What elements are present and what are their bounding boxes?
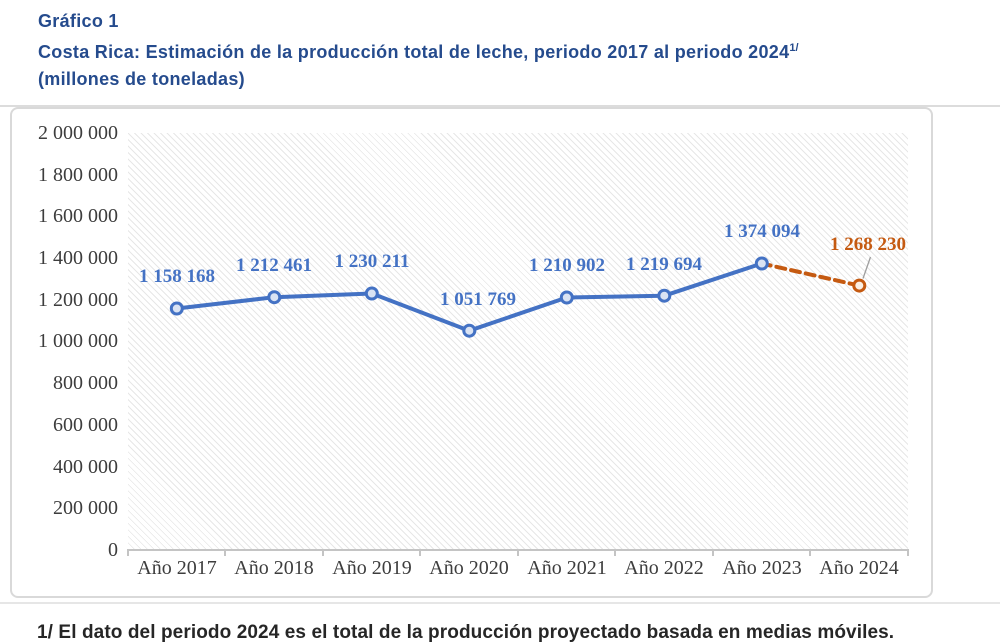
footnote: 1/ El dato del periodo 2024 es el total …	[37, 622, 895, 643]
plot-area	[128, 133, 908, 550]
y-tick-label: 600 000	[53, 414, 118, 436]
y-tick-label: 200 000	[53, 497, 118, 519]
data-point-marker	[364, 286, 379, 301]
data-label: 1 374 094	[724, 221, 800, 242]
x-tick-label: Año 2023	[722, 557, 802, 579]
chart-title-line1: Gráfico 1	[38, 11, 119, 31]
y-tick-label: 2 000 000	[38, 122, 118, 144]
y-tick-label: 400 000	[53, 456, 118, 478]
x-tick-label: Año 2018	[234, 557, 314, 579]
data-point-marker	[657, 288, 672, 303]
data-point-marker	[462, 323, 477, 338]
y-tick-label: 1 400 000	[38, 247, 118, 269]
data-label: 1 212 461	[236, 255, 312, 276]
y-tick-label: 1 000 000	[38, 330, 118, 352]
data-point-marker	[267, 290, 282, 305]
data-label: 1 210 902	[529, 255, 605, 276]
projection-marker	[852, 278, 867, 293]
data-label: 1 158 168	[139, 266, 215, 287]
x-tick-label: Año 2017	[137, 557, 217, 579]
data-label: 1 219 694	[626, 254, 702, 275]
x-tick-label: Año 2024	[819, 557, 899, 579]
y-tick-label: 1 800 000	[38, 164, 118, 186]
axis-tick	[809, 551, 811, 556]
axis-tick	[127, 551, 129, 556]
data-label: 1 051 769	[440, 289, 516, 310]
data-point-marker	[169, 301, 184, 316]
chart-title: Gráfico 1 Costa Rica: Estimación de la p…	[38, 8, 988, 93]
data-label: 1 230 211	[334, 251, 410, 272]
chart-title-line3: (millones de toneladas)	[38, 69, 245, 89]
title-superscript: 1/	[789, 42, 799, 54]
projection-data-label: 1 268 230	[830, 234, 906, 255]
x-tick-label: Año 2021	[527, 557, 607, 579]
axis-tick	[322, 551, 324, 556]
y-tick-label: 0	[108, 539, 118, 561]
top-divider	[0, 105, 1000, 107]
x-tick-label: Año 2022	[624, 557, 704, 579]
data-point-marker	[559, 290, 574, 305]
axis-tick	[712, 551, 714, 556]
x-tick-label: Año 2020	[429, 557, 509, 579]
axis-tick	[907, 551, 909, 556]
axis-tick	[224, 551, 226, 556]
x-axis-line	[127, 549, 909, 551]
chart-title-line2-text: Costa Rica: Estimación de la producción …	[38, 42, 790, 62]
x-tick-label: Año 2019	[332, 557, 412, 579]
bottom-divider	[0, 602, 1000, 604]
projection-dashed-line	[759, 261, 862, 288]
data-point-marker	[754, 256, 769, 271]
y-tick-label: 1 200 000	[38, 289, 118, 311]
chart-title-line2: Costa Rica: Estimación de la producción …	[38, 35, 988, 66]
axis-tick	[419, 551, 421, 556]
axis-tick	[517, 551, 519, 556]
y-tick-label: 800 000	[53, 372, 118, 394]
axis-tick	[614, 551, 616, 556]
label-leader-line	[862, 256, 872, 279]
y-tick-label: 1 600 000	[38, 205, 118, 227]
